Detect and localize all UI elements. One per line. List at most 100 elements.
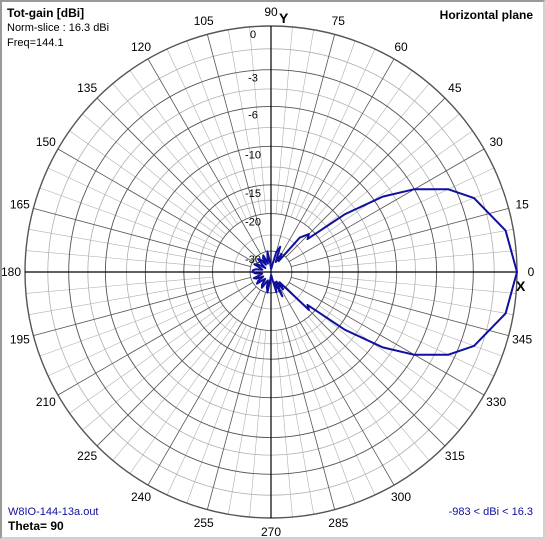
angle-tick-label: 105 xyxy=(194,14,214,28)
fine-spoke xyxy=(295,324,376,496)
angle-tick-label: 180 xyxy=(2,265,21,279)
angle-tick-label: 270 xyxy=(261,525,281,539)
angle-tick-label: 120 xyxy=(131,40,151,54)
angle-tick-label: 90 xyxy=(264,5,278,19)
angle-tick-label: 285 xyxy=(328,516,348,530)
fine-spoke xyxy=(308,83,430,228)
theta-label: Theta= 90 xyxy=(8,519,64,533)
angle-tick-label: 345 xyxy=(512,332,532,346)
fine-spoke xyxy=(325,291,503,357)
spoke-135 xyxy=(96,97,257,258)
angle-tick-label: 240 xyxy=(131,490,151,504)
spoke-105 xyxy=(206,34,266,252)
spoke-195 xyxy=(33,277,251,337)
fine-spoke xyxy=(318,130,473,239)
fine-spoke xyxy=(28,281,214,316)
fine-spoke xyxy=(329,276,517,294)
spoke-120 xyxy=(147,58,261,255)
fine-spoke xyxy=(129,70,238,225)
norm-slice-label: Norm-slice : 16.3 dBi xyxy=(7,22,110,34)
fine-spoke xyxy=(249,330,267,518)
angle-tick-label: 225 xyxy=(77,449,97,463)
y-axis-label: Y xyxy=(279,10,289,26)
fine-spoke xyxy=(295,48,376,220)
fine-spoke xyxy=(129,319,238,474)
angle-tick-label: 330 xyxy=(486,395,506,409)
fine-spoke xyxy=(25,276,213,294)
main-grid xyxy=(24,25,518,519)
fine-spoke xyxy=(186,326,252,504)
radial-tick-label: -30 xyxy=(245,254,261,266)
angle-tick-label: 15 xyxy=(515,198,529,212)
spoke-240 xyxy=(147,289,261,486)
spoke-345 xyxy=(291,277,509,337)
fine-spoke xyxy=(47,167,219,248)
fine-spoke xyxy=(304,70,413,225)
spoke-165 xyxy=(33,207,251,267)
angle-tick-label: 135 xyxy=(77,81,97,95)
fine-spoke xyxy=(290,40,356,218)
fine-spoke xyxy=(280,329,315,515)
fine-spoke xyxy=(290,326,356,504)
radial-tick-label: -15 xyxy=(245,188,261,200)
angle-tick-label: 255 xyxy=(194,516,214,530)
fine-spoke xyxy=(82,113,227,235)
spoke-300 xyxy=(281,289,395,486)
angle-tick-label: 165 xyxy=(10,198,30,212)
fine-spoke xyxy=(82,309,227,431)
fine-spoke xyxy=(69,130,224,239)
fine-spoke xyxy=(315,113,460,235)
fine-spoke xyxy=(227,29,262,215)
angle-tick-label: 0 xyxy=(528,265,535,279)
angle-tick-label: 150 xyxy=(36,135,56,149)
fine-spoke xyxy=(166,48,247,220)
frequency-label: Freq=144.1 xyxy=(7,37,64,49)
spoke-45 xyxy=(285,97,446,258)
fine-spoke xyxy=(28,228,214,263)
spoke-315 xyxy=(285,286,446,447)
fine-spoke xyxy=(249,26,267,214)
plane-label: Horizontal plane xyxy=(439,8,533,22)
spoke-30 xyxy=(288,148,485,262)
chart-title: Tot-gain [dBi] xyxy=(7,6,85,20)
fine-spoke xyxy=(323,167,495,248)
angle-tick-label: 210 xyxy=(36,395,56,409)
fine-spoke xyxy=(275,330,293,518)
fine-spoke xyxy=(166,324,247,496)
spoke-255 xyxy=(206,292,266,510)
angle-tick-label: 30 xyxy=(489,135,503,149)
radial-tick-label: -10 xyxy=(245,149,261,161)
fine-spoke xyxy=(227,329,262,515)
fine-spoke xyxy=(186,40,252,218)
radial-tick-label: -20 xyxy=(245,217,261,229)
fine-spoke xyxy=(39,187,217,253)
gain-trace xyxy=(251,188,518,356)
spoke-60 xyxy=(281,58,395,255)
fine-spoke xyxy=(325,187,503,253)
angle-tick-label: 195 xyxy=(10,332,30,346)
fine-spoke xyxy=(275,26,293,214)
radial-labels: 0 -3 -6 -10 -15 -20 -30 xyxy=(245,29,261,266)
spoke-210 xyxy=(57,282,254,396)
fine-spoke xyxy=(318,305,473,414)
fine-spoke xyxy=(323,296,495,377)
angle-tick-label: 60 xyxy=(394,40,408,54)
radial-tick-label: -3 xyxy=(248,73,258,85)
file-name-label: W8IO-144-13a.out xyxy=(8,506,99,518)
fine-spoke xyxy=(25,250,213,268)
fine-spoke xyxy=(69,305,224,414)
angle-tick-label: 300 xyxy=(391,490,411,504)
spoke-285 xyxy=(276,292,336,510)
fine-spoke xyxy=(329,250,517,268)
fine-spoke xyxy=(112,316,234,461)
spoke-330 xyxy=(288,282,485,396)
fine-spoke xyxy=(304,319,413,474)
angle-tick-label: 315 xyxy=(445,449,465,463)
angle-tick-label: 45 xyxy=(448,81,462,95)
fine-spoke xyxy=(315,309,460,431)
gain-range-label: -983 < dBi < 16.3 xyxy=(448,506,533,518)
fine-spoke xyxy=(328,228,514,263)
fine-spoke xyxy=(280,29,315,215)
